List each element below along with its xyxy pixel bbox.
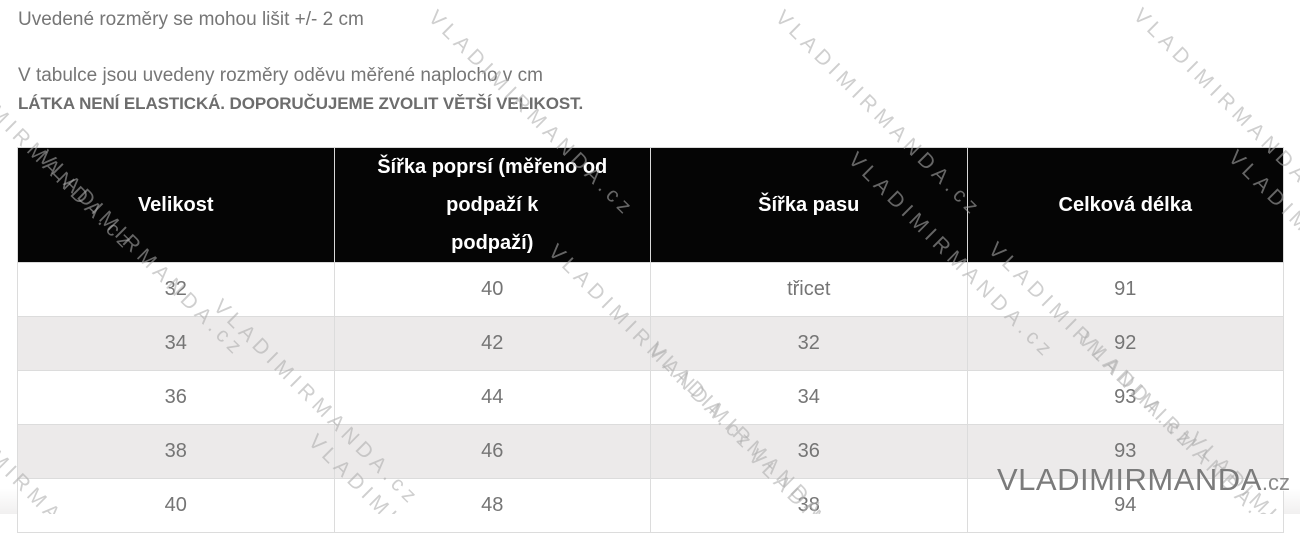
column-header: Šířka poprsí (měřeno od podpaží k podpaž…	[333, 147, 651, 263]
column-header: Celková délka	[966, 147, 1284, 263]
table-cell: 36	[17, 370, 335, 425]
size-table-header: Velikost Šířka poprsí (měřeno od podpaží …	[17, 147, 1284, 263]
table-cell: 38	[17, 424, 335, 479]
table-cell: 32	[650, 316, 968, 371]
column-header: Velikost	[17, 147, 335, 263]
table-cell: 92	[966, 316, 1284, 371]
table-cell: 34	[17, 316, 335, 371]
table-cell: 48	[333, 478, 651, 533]
table-cell: 34	[650, 370, 968, 425]
table-cell: 46	[333, 424, 651, 479]
note-fabric-warning: LÁTKA NENÍ ELASTICKÁ. DOPORUČUJEME ZVOLI…	[18, 94, 584, 113]
table-row: 34 42 32 92	[17, 316, 1284, 371]
column-header: Šířka pasu	[650, 147, 968, 263]
table-cell: 32	[17, 262, 335, 317]
table-cell: třicet	[650, 262, 968, 317]
table-cell: 91	[966, 262, 1284, 317]
table-cell: 93	[966, 370, 1284, 425]
table-row: 32 40 třicet 91	[17, 262, 1284, 317]
table-row: 38 46 36 93	[17, 424, 1284, 479]
table-cell: 40	[333, 262, 651, 317]
note-measurement-info: V tabulce jsou uvedeny rozměry oděvu měř…	[18, 65, 543, 86]
size-table-body: 32 40 třicet 91 34 42 32 92 36 44 34 93 38 46 36 93 40 48…	[17, 262, 1284, 533]
table-cell: 40	[17, 478, 335, 533]
table-cell: 38	[650, 478, 968, 533]
table-cell: 93	[966, 424, 1284, 479]
table-row: 36 44 34 93	[17, 370, 1284, 425]
header-row: Velikost Šířka poprsí (měřeno od podpaží …	[17, 147, 1284, 263]
size-table: Velikost Šířka poprsí (měřeno od podpaží …	[17, 147, 1284, 533]
table-cell: 44	[333, 370, 651, 425]
table-cell: 42	[333, 316, 651, 371]
table-cell: 94	[966, 478, 1284, 533]
note-size-tolerance: Uvedené rozměry se mohou lišit +/- 2 cm	[18, 9, 364, 30]
table-row: 40 48 38 94	[17, 478, 1284, 533]
table-cell: 36	[650, 424, 968, 479]
